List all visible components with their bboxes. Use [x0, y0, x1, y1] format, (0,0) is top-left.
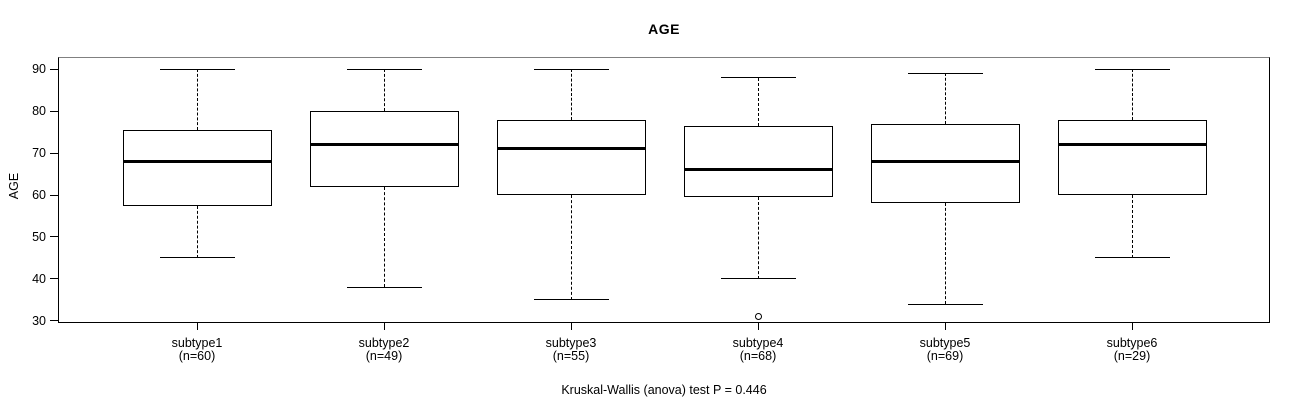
median-line	[683, 168, 833, 172]
y-tick-mark	[50, 152, 58, 154]
x-tick-mark	[757, 323, 759, 330]
upper-whisker-line	[1131, 69, 1133, 120]
lower-whisker-cap	[533, 299, 609, 301]
lower-whisker-cap	[346, 286, 422, 288]
upper-whisker-cap	[533, 68, 609, 70]
y-tick-mark	[50, 68, 58, 70]
y-tick-label: 80	[32, 104, 46, 119]
lower-whisker-line	[757, 197, 759, 279]
x-axis-group-label: subtype3 (n=55)	[478, 337, 665, 363]
upper-whisker-line	[570, 69, 572, 120]
outlier-point	[754, 313, 762, 321]
upper-whisker-line	[944, 73, 946, 124]
lower-whisker-line	[383, 186, 385, 288]
x-axis-group-label: subtype4 (n=68)	[665, 337, 852, 363]
median-line	[870, 159, 1020, 163]
y-tick-label: 60	[32, 188, 46, 203]
median-line	[496, 147, 646, 151]
y-tick-label: 90	[32, 62, 46, 77]
lower-whisker-line	[944, 203, 946, 305]
y-tick-label: 70	[32, 146, 46, 161]
upper-whisker-cap	[346, 68, 422, 70]
upper-whisker-cap	[720, 77, 796, 79]
iqr-box	[309, 111, 459, 187]
x-tick-mark	[944, 323, 946, 330]
lower-whisker-cap	[1094, 257, 1170, 259]
group-n-label: (n=29)	[1113, 349, 1151, 363]
upper-whisker-line	[757, 77, 759, 126]
iqr-box	[1057, 119, 1207, 196]
lower-whisker-cap	[720, 278, 796, 280]
iqr-box	[683, 125, 833, 198]
y-tick-label: 50	[32, 229, 46, 244]
y-tick-label: 30	[32, 313, 46, 328]
x-tick-mark	[383, 323, 385, 330]
group-name-label: subtype3	[545, 336, 597, 350]
group-n-label: (n=68)	[739, 349, 777, 363]
x-axis-group-label: subtype5 (n=69)	[852, 337, 1039, 363]
lower-whisker-cap	[907, 303, 983, 305]
lower-whisker-line	[570, 195, 572, 300]
x-axis-group-label: subtype1 (n=60)	[104, 337, 291, 363]
group-name-label: subtype6	[1106, 336, 1158, 350]
upper-whisker-line	[196, 69, 198, 130]
median-line	[309, 143, 459, 147]
group-n-label: (n=60)	[178, 349, 216, 363]
median-line	[1057, 143, 1207, 147]
group-name-label: subtype5	[919, 336, 971, 350]
iqr-box	[870, 123, 1020, 204]
group-name-label: subtype2	[358, 336, 410, 350]
group-n-label: (n=49)	[365, 349, 403, 363]
upper-whisker-line	[383, 69, 385, 112]
footer-caption: Kruskal-Wallis (anova) test P = 0.446	[561, 383, 767, 397]
chart-title: AGE	[648, 21, 680, 37]
iqr-box	[122, 130, 272, 206]
upper-whisker-cap	[907, 72, 983, 74]
upper-whisker-cap	[1094, 68, 1170, 70]
x-tick-mark	[1131, 323, 1133, 330]
y-tick-label: 40	[32, 271, 46, 286]
lower-whisker-cap	[159, 257, 235, 259]
upper-whisker-cap	[159, 68, 235, 70]
lower-whisker-line	[196, 205, 198, 258]
x-tick-mark	[196, 323, 198, 330]
y-tick-mark	[50, 194, 58, 196]
x-axis-group-label: subtype6 (n=29)	[1039, 337, 1226, 363]
group-name-label: subtype4	[732, 336, 784, 350]
group-n-label: (n=69)	[926, 349, 964, 363]
median-line	[122, 159, 272, 163]
y-tick-mark	[50, 236, 58, 238]
y-tick-mark	[50, 320, 58, 322]
group-n-label: (n=55)	[552, 349, 590, 363]
lower-whisker-line	[1131, 195, 1133, 258]
y-tick-mark	[50, 110, 58, 112]
iqr-box	[496, 119, 646, 196]
x-tick-mark	[570, 323, 572, 330]
group-name-label: subtype1	[171, 336, 223, 350]
y-tick-mark	[50, 278, 58, 280]
x-axis-group-label: subtype2 (n=49)	[291, 337, 478, 363]
